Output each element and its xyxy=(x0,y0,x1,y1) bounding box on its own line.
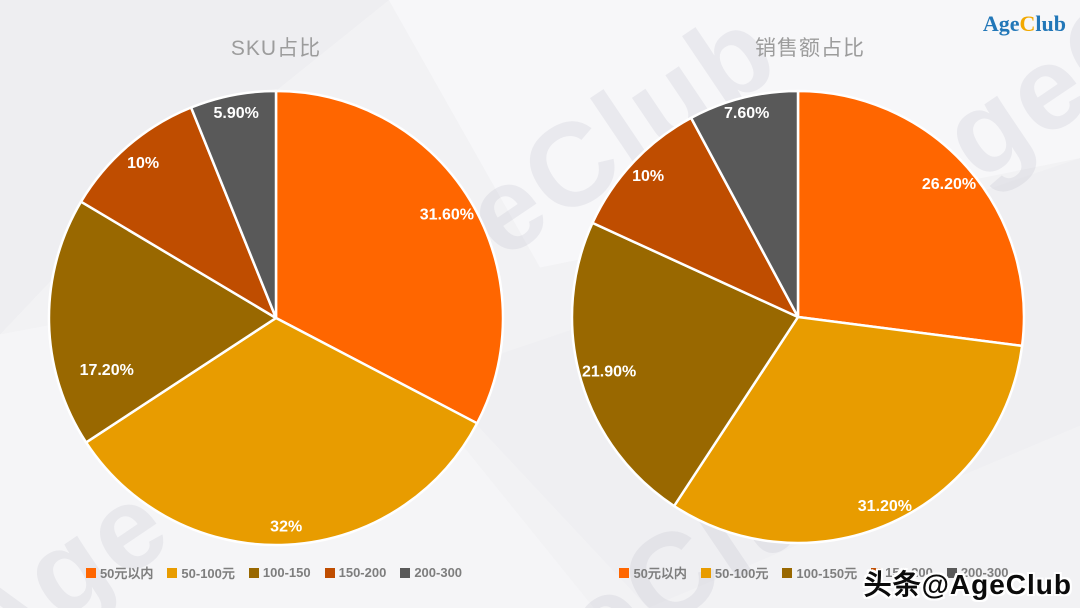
pie-slice-100-150 xyxy=(47,200,278,444)
pie-slice-200-300 xyxy=(689,89,800,319)
legend-swatch xyxy=(85,567,96,578)
legend-swatch xyxy=(782,567,793,578)
slice-label-50元以内: 31.60% xyxy=(420,207,474,224)
legend-item-100-150: 100-150 xyxy=(248,565,311,580)
legend-item-50元以内: 50元以内 xyxy=(619,563,687,582)
legend-item-100-150元: 100-150元 xyxy=(782,563,857,582)
logo-text-c: C xyxy=(1019,11,1036,36)
legend-item-50元以内: 50元以内 xyxy=(85,563,154,582)
legend-item-50-100元: 50-100元 xyxy=(700,563,769,582)
legend-item-150-200: 150-200 xyxy=(871,565,933,580)
pie-slice-50元以内 xyxy=(796,89,1026,348)
chart-title-sales: 销售额占比 xyxy=(755,37,865,60)
legend-item-200-300: 200-300 xyxy=(400,565,462,580)
legend-label: 200-300 xyxy=(960,565,1009,580)
pie-slice-200-300 xyxy=(189,89,278,320)
pie-slice-50-100元 xyxy=(84,316,479,547)
slice-label-100-150元: 21.90% xyxy=(582,363,636,380)
legend-swatch xyxy=(700,567,711,578)
slice-label-150-200: 10% xyxy=(127,155,159,172)
pie-slice-50元以内 xyxy=(274,89,505,425)
pie-0: 31.60% 32% 17.20% 10% 5.90% xyxy=(47,89,505,547)
legend-swatch xyxy=(324,567,335,578)
pie-1: 26.20% 31.20% 21.90% 10% 7.60% xyxy=(570,89,1026,545)
legend-item-50-100元: 50-100元 xyxy=(167,563,235,582)
slice-label-200-300: 7.60% xyxy=(724,105,769,122)
slice-label-200-300: 5.90% xyxy=(214,105,259,122)
legend-sku: 50元以内 50-100元 100-150 150-200 200-300 xyxy=(0,563,548,582)
slice-label-50-100元: 31.20% xyxy=(858,498,912,515)
pie-slice-150-200 xyxy=(591,116,800,319)
legend-swatch xyxy=(248,567,259,578)
chart-title-sku: SKU占比 xyxy=(230,37,322,60)
pie-slice-150-200 xyxy=(79,106,278,320)
legend-swatch xyxy=(871,567,882,578)
slice-label-50-100元: 32% xyxy=(270,519,302,536)
legend-item-200-300: 200-300 xyxy=(946,565,1009,580)
legend-swatch xyxy=(167,567,178,578)
logo-text-age: Age xyxy=(982,11,1020,36)
legend-swatch xyxy=(946,567,957,578)
legend-label: 100-150元 xyxy=(796,566,858,581)
legend-swatch xyxy=(400,567,411,578)
legend-label: 200-300 xyxy=(414,565,463,580)
legend-label: 100-150 xyxy=(262,565,311,580)
logo-text-lub: lub xyxy=(1035,11,1066,36)
pie-slice-100-150元 xyxy=(570,221,800,508)
watermark-toutiao-ageclub: 头条@AgeClub xyxy=(863,569,1072,600)
ageclub-logo: AgeClub xyxy=(983,11,1066,37)
slice-label-150-200: 10% xyxy=(632,168,664,185)
legend-swatch xyxy=(619,567,630,578)
legend-label: 50元以内 xyxy=(633,566,687,581)
legend-label: 150-200 xyxy=(338,565,387,580)
legend-sales: 50元以内 50-100元 100-150元 150-200 200-300 xyxy=(548,563,1080,582)
legend-label: 150-200 xyxy=(885,565,933,580)
slice-label-100-150: 17.20% xyxy=(80,362,134,379)
legend-label: 50-100元 xyxy=(714,566,769,581)
legend-item-150-200: 150-200 xyxy=(324,565,387,580)
legend-label: 50-100元 xyxy=(181,566,235,581)
slice-label-50元以内: 26.20% xyxy=(922,176,976,193)
legend-label: 50元以内 xyxy=(99,566,154,581)
